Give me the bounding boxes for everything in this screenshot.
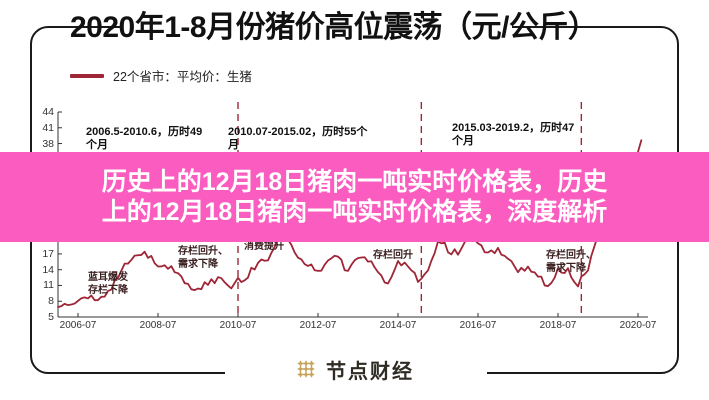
phase-annotation-1: 2006.5-2010.6，历时49个月	[86, 126, 203, 152]
x-axis-tick-label: 2010-07	[219, 320, 257, 331]
x-axis-tick-label: 2012-07	[299, 320, 337, 331]
phase-annotation-2: 2010.07-2015.02，历时55个月	[228, 126, 368, 152]
legend-label: 22个省市：平均价：生猪	[113, 70, 252, 84]
chart-legend: 22个省市：平均价：生猪	[70, 66, 252, 85]
y-axis-tick-label: 17	[42, 247, 54, 260]
x-axis-tick-label: 2006-07	[59, 320, 97, 331]
price-line-series	[57, 139, 643, 308]
overlay-text-block: 历史上的12月18日猪肉一吨实时价格表，历史 上的12月18日猪肉一吨实时价格表…	[0, 152, 709, 242]
x-axis-tick-label: 2018-07	[539, 320, 577, 331]
pink-overlay-banner	[0, 152, 709, 242]
x-axis: 2006-07 2008-07 2010-07 2012-07 2014-07 2016-…	[58, 320, 658, 338]
watermark-text: 节点财经	[326, 360, 414, 383]
y-axis-tick-label: 41	[42, 121, 54, 134]
frame-gap-bottom	[225, 364, 487, 386]
legend-color-swatch	[70, 73, 104, 78]
grid-dots-icon	[297, 360, 315, 378]
overlay-line-1: 历史上的12月18日猪肉一吨实时价格表，历史	[101, 167, 608, 196]
x-axis-tick-label: 2020-07	[619, 320, 657, 331]
x-axis-tick-label: 2014-07	[379, 320, 417, 331]
y-axis-tick-label: 14	[42, 263, 54, 276]
y-axis-tick-label: 44	[42, 106, 54, 118]
watermark: 节点财经	[0, 352, 709, 386]
inline-annotation-stock-rebound-1: 存栏回升、 需求下降	[178, 246, 228, 270]
inline-annotation-blue-ear: 蓝耳爆发 存栏下降	[88, 272, 128, 296]
frame-gap-top	[120, 18, 512, 38]
y-axis-tick-label: 11	[43, 279, 54, 292]
y-axis-tick-label: 8	[48, 295, 54, 308]
phase-annotation-3: 2015.03-2019.2，历时47个月	[452, 122, 575, 148]
y-axis-tick-label: 38	[42, 137, 54, 150]
chart-title: 2020年1-8月份猪价高位震荡（元/公斤）	[70, 11, 598, 44]
inline-annotation-stock-rebound-2: 存栏回升	[373, 250, 413, 261]
y-axis-tick-label: 5	[48, 311, 54, 323]
overlay-line-2: 上的12月18日猪肉一吨实时价格表，深度解析	[101, 198, 608, 226]
x-axis-tick-label: 2016-07	[459, 320, 497, 331]
x-axis-tick-label: 2008-07	[139, 320, 177, 331]
inline-annotation-stock-rebound-3: 存栏回升、 需求下降	[546, 250, 596, 274]
